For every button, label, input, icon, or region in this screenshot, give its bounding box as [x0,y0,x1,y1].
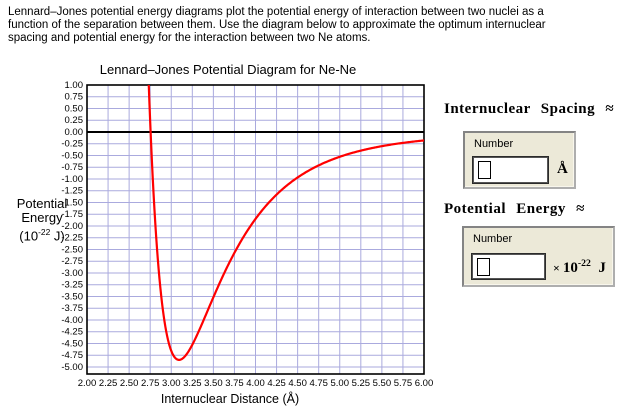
y-tick-label: -1.25 [61,186,83,197]
y-tick-label: 0.00 [65,127,84,138]
spacing-field-label: Number [474,138,514,150]
x-tick-label: 4.25 [267,378,286,389]
y-tick-label: -2.00 [61,221,83,232]
y-tick-label: -1.50 [61,197,83,208]
text-cursor-box [477,258,490,276]
intro-text-line: spacing and potential energy for the int… [8,32,371,44]
x-tick-label: 2.50 [120,378,139,389]
x-tick-label: 2.75 [141,378,160,389]
x-tick-label: 5.75 [394,378,413,389]
y-tick-label: -4.00 [61,315,83,326]
y-tick-label: -5.00 [61,362,83,373]
x-tick-label: 5.00 [331,378,350,389]
x-tick-label: 3.50 [204,378,223,389]
energy-input[interactable] [471,253,546,280]
intro-paragraph: Lennard–Jones potential energy diagrams … [8,6,618,45]
y-tick-label: 0.25 [65,115,84,126]
y-tick-label: -2.50 [61,244,83,255]
y-tick-label: -4.25 [61,327,83,338]
y-axis-label: Potential Energy (10-22 J) [16,196,68,244]
plot-border [86,84,425,375]
y-tick-label: -0.75 [61,162,83,173]
y-tick-label: 1.00 [65,80,84,91]
potential-curve [147,85,424,361]
y-tick-label: -0.50 [61,150,83,161]
intro-text-line: function of the separation between them.… [8,19,546,31]
angstrom-unit-label: Å [557,161,568,177]
y-tick-label: 0.50 [65,103,84,114]
intro-text-line: Lennard–Jones potential energy diagrams … [8,6,544,18]
x-tick-label: 6.00 [415,378,434,389]
y-tick-label: -3.00 [61,268,83,279]
energy-heading: Potential Energy ≈ [444,201,585,217]
x-tick-label: 5.25 [352,378,371,389]
x-tick-label: 3.75 [225,378,244,389]
x-tick-label: 2.00 [78,378,97,389]
spacing-heading: Internuclear Spacing ≈ [444,101,615,117]
y-tick-label: -4.50 [61,338,83,349]
y-tick-label: -0.25 [61,139,83,150]
x-tick-label: 3.25 [183,378,202,389]
y-tick-label: -1.00 [61,174,83,185]
lennard-jones-plot: 2.00 2.25 2.50 2.75 3.00 3.25 3.50 3.75 4.00 4.25… [61,80,434,389]
text-cursor-box [478,161,491,179]
y-tick-label: -3.50 [61,291,83,302]
y-tick-label: -1.75 [61,209,83,220]
y-tick-label: -3.25 [61,280,83,291]
y-tick-label: 0.75 [65,92,84,103]
y-tick-label: -3.75 [61,303,83,314]
energy-unit-label: × 10-22 J [553,258,606,276]
x-axis-label: Internuclear Distance (Å) [160,392,300,406]
x-tick-label: 2.25 [99,378,118,389]
x-tick-label: 5.50 [373,378,392,389]
energy-field-label: Number [473,233,513,245]
energy-answer-box: Number × 10-22 J [462,226,615,287]
x-tick-label: 4.75 [309,378,328,389]
x-tick-label: 4.00 [246,378,265,389]
y-tick-label: -2.25 [61,233,83,244]
spacing-answer-box: Number Å [463,131,576,189]
y-tick-label: -2.75 [61,256,83,267]
chart-title: Lennard–Jones Potential Diagram for Ne-N… [99,62,357,77]
y-tick-label: -4.75 [61,350,83,361]
spacing-input[interactable] [472,156,549,184]
x-tick-label: 3.00 [162,378,181,389]
x-tick-label: 4.50 [288,378,307,389]
